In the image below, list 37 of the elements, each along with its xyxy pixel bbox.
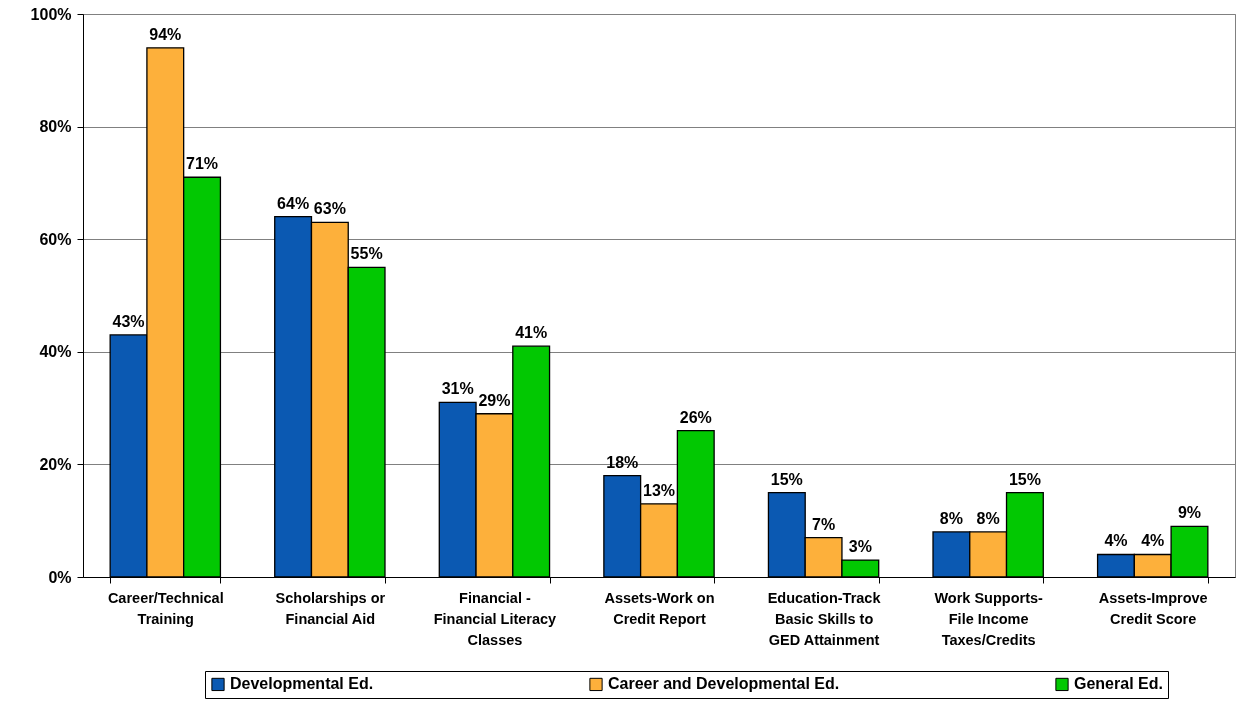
- data-label: 15%: [770, 470, 803, 488]
- y-tick-label: 20%: [39, 455, 72, 473]
- x-tick-label: Career/Technical Training: [107, 589, 224, 627]
- data-label: 64%: [277, 194, 310, 212]
- data-label: 8%: [976, 509, 1000, 527]
- y-tick-label: 80%: [39, 118, 72, 136]
- data-label: 31%: [441, 380, 474, 398]
- legend-label: General Ed.: [1074, 675, 1163, 693]
- x-tick-label: Work Supports- File Income Taxes/Credits: [934, 589, 1044, 648]
- data-label: 4%: [1104, 532, 1128, 550]
- x-tick-label: Scholarships or Financial Aid: [275, 589, 386, 627]
- data-label: 8%: [939, 509, 963, 527]
- y-tick-label: 40%: [39, 343, 72, 361]
- data-label: 9%: [1177, 504, 1202, 522]
- data-label: 43%: [112, 312, 145, 330]
- data-label: 3%: [848, 538, 872, 556]
- data-label: 55%: [350, 245, 383, 263]
- data-label: 63%: [313, 200, 346, 218]
- data-label: 94%: [149, 25, 182, 43]
- x-tick-label: Assets-Work on Credit Report: [604, 589, 715, 627]
- data-label: 26%: [679, 408, 712, 426]
- data-label: 4%: [1141, 532, 1165, 550]
- y-tick-label: 100%: [30, 5, 72, 23]
- legend-label: Developmental Ed.: [230, 675, 374, 693]
- x-tick-label: Financial - Financial Literacy Classes: [433, 589, 557, 648]
- data-label: 7%: [812, 515, 836, 533]
- data-label: 18%: [606, 453, 639, 471]
- x-tick-label: Assets-Improve Credit Score: [1098, 589, 1208, 627]
- data-label: 15%: [1008, 470, 1041, 488]
- x-tick-label: Education-Track Basic Skills to GED Attainment: [767, 589, 882, 648]
- data-label: 13%: [642, 481, 676, 499]
- data-label: 41%: [515, 324, 548, 342]
- legend-label: Career and Developmental Ed.: [608, 675, 840, 693]
- data-label: 29%: [478, 391, 511, 409]
- y-tick-label: 60%: [39, 230, 72, 248]
- data-label: 71%: [186, 155, 219, 173]
- y-tick-label: 0%: [48, 568, 72, 586]
